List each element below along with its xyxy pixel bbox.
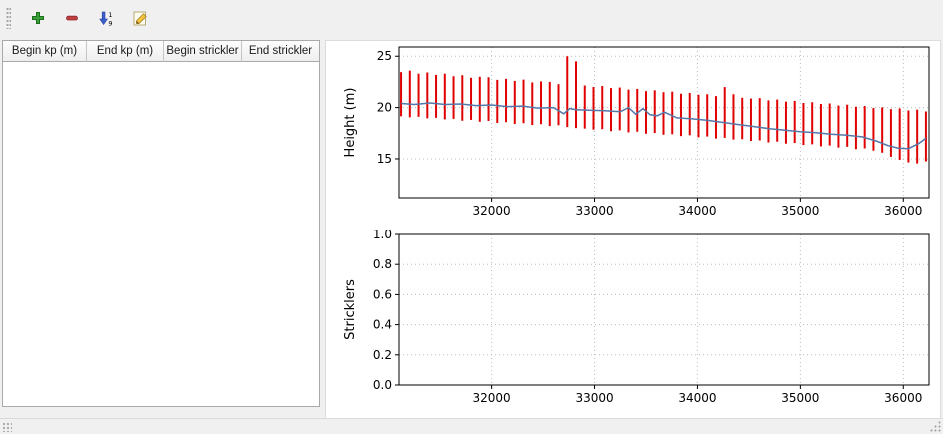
charts-panel: 32000 33000 34000 35000 36000 15 20 25 Height (m… — [325, 40, 941, 419]
plus-icon — [32, 12, 44, 24]
svg-text:1.0: 1.0 — [373, 230, 392, 241]
svg-text:0.0: 0.0 — [373, 378, 392, 392]
svg-text:25: 25 — [377, 49, 392, 63]
svg-text:34000: 34000 — [678, 391, 716, 405]
pencil-icon — [133, 11, 147, 25]
table-body[interactable] — [3, 62, 319, 406]
svg-text:Stricklers: Stricklers — [343, 279, 358, 340]
column-header-end-strickler[interactable]: End strickler — [242, 41, 319, 62]
sort-rows-button[interactable]: 1 9 — [93, 5, 119, 31]
remove-row-button[interactable] — [59, 5, 85, 31]
stricklers-table: Begin kp (m) End kp (m) Begin strickler … — [2, 40, 320, 407]
toolbar-drag-handle[interactable] — [6, 7, 11, 29]
splitter-handle[interactable] — [320, 40, 325, 407]
svg-text:0.4: 0.4 — [373, 318, 392, 332]
column-header-begin-kp[interactable]: Begin kp (m) — [3, 41, 87, 62]
svg-text:32000: 32000 — [473, 204, 511, 218]
svg-text:0.2: 0.2 — [373, 348, 392, 362]
svg-text:0.8: 0.8 — [373, 257, 392, 271]
sort-bottom-digit: 9 — [108, 19, 112, 27]
statusbar-corner-dots — [2, 422, 12, 432]
svg-text:34000: 34000 — [678, 204, 716, 218]
sort-numeric-icon: 1 9 — [98, 11, 112, 27]
svg-text:35000: 35000 — [781, 204, 819, 218]
svg-text:32000: 32000 — [473, 391, 511, 405]
svg-text:0.6: 0.6 — [373, 287, 392, 301]
svg-text:35000: 35000 — [781, 391, 819, 405]
svg-text:36000: 36000 — [884, 204, 922, 218]
svg-text:36000: 36000 — [884, 391, 922, 405]
resize-grip-icon[interactable] — [929, 420, 942, 433]
column-header-begin-strickler[interactable]: Begin strickler — [164, 41, 242, 62]
stricklers-chart: 32000 33000 34000 35000 36000 0.0 0.2 0.4 0.6 0.8… — [343, 230, 930, 405]
add-row-button[interactable] — [25, 5, 51, 31]
svg-text:Height (m): Height (m) — [343, 88, 358, 158]
height-chart: 32000 33000 34000 35000 36000 15 20 25 Height (m… — [343, 46, 930, 218]
status-bar — [0, 418, 943, 434]
edit-row-button[interactable] — [127, 5, 153, 31]
svg-text:20: 20 — [377, 101, 392, 115]
column-header-end-kp[interactable]: End kp (m) — [87, 41, 164, 62]
toolbar: 1 9 — [0, 0, 943, 36]
svg-text:15: 15 — [377, 152, 392, 166]
sort-top-digit: 1 — [108, 11, 112, 19]
svg-text:33000: 33000 — [575, 391, 613, 405]
svg-text:33000: 33000 — [575, 204, 613, 218]
table-header-row: Begin kp (m) End kp (m) Begin strickler … — [3, 41, 319, 62]
minus-icon — [66, 15, 78, 21]
